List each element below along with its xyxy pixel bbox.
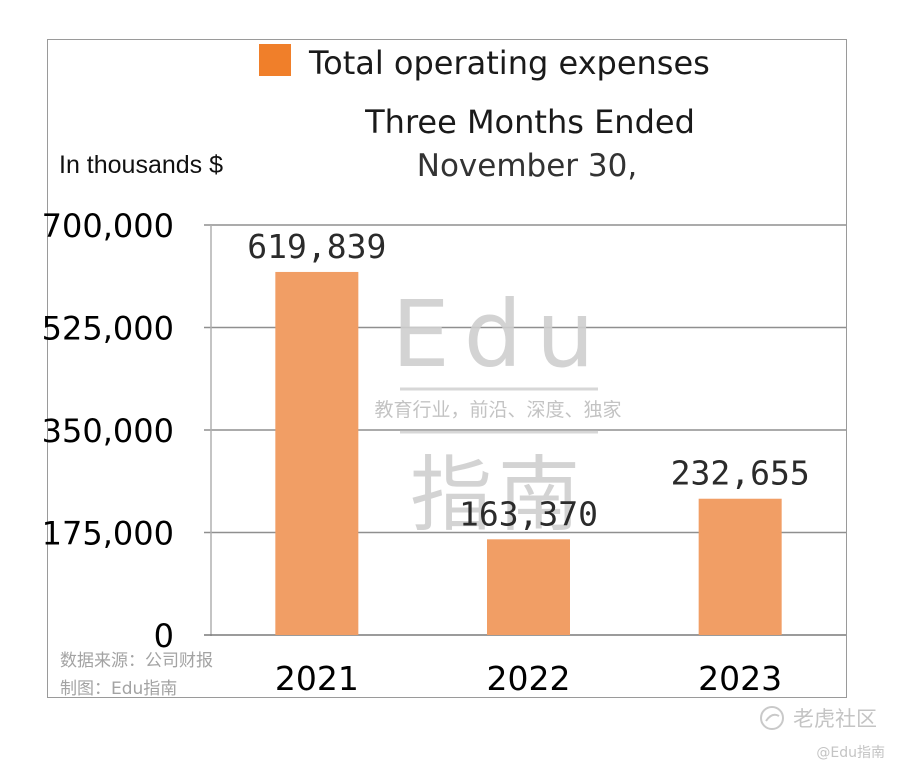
data-labels: 619,839 163,370 232,655	[247, 227, 809, 533]
chart-subtitle: November 30,	[417, 148, 637, 184]
bar-2023	[698, 498, 782, 635]
x-tick-label-2022: 2022	[487, 659, 571, 698]
source-note-line1: 数据来源：公司财报	[60, 651, 213, 671]
x-tick-label-2021: 2021	[275, 659, 359, 698]
platform-handle: @Edu指南	[816, 745, 885, 761]
y-tick-labels: 0 175,000 350,000 525,000 700,000	[42, 207, 174, 655]
data-label-2023: 232,655	[671, 454, 810, 493]
y-tick-label: 175,000	[42, 515, 174, 553]
tiger-logo-icon	[760, 706, 784, 730]
y-tick-label: 525,000	[42, 310, 174, 348]
bar-series	[275, 271, 782, 635]
x-tick-label-2023: 2023	[698, 659, 782, 698]
y-tick-label: 350,000	[42, 412, 174, 450]
watermark: Edu 教育行业，前沿、深度、独家 指南	[374, 281, 621, 543]
legend-swatch	[259, 44, 291, 76]
platform-watermark: 老虎社区 @Edu指南	[760, 706, 885, 761]
platform-name: 老虎社区	[793, 707, 877, 731]
bar-2021	[275, 271, 359, 635]
data-label-2021: 619,839	[247, 227, 386, 266]
watermark-logo-text: Edu	[392, 281, 609, 388]
watermark-tagline: 教育行业，前沿、深度、独家	[374, 399, 621, 421]
legend-label: Total operating expenses	[308, 44, 710, 82]
data-label-2022: 163,370	[459, 494, 598, 533]
tiger-logo-stroke	[765, 713, 780, 722]
y-axis-label: In thousands $	[59, 151, 223, 179]
source-note-line2: 制图：Edu指南	[60, 679, 177, 699]
y-tick-label: 0	[154, 617, 174, 655]
x-tick-labels: 2021 2022 2023	[275, 659, 782, 698]
watermark-logo-cn: 指南	[410, 448, 586, 543]
chart-title: Three Months Ended	[364, 103, 695, 141]
bar-2022	[487, 539, 570, 635]
y-tick-label: 700,000	[42, 207, 174, 245]
